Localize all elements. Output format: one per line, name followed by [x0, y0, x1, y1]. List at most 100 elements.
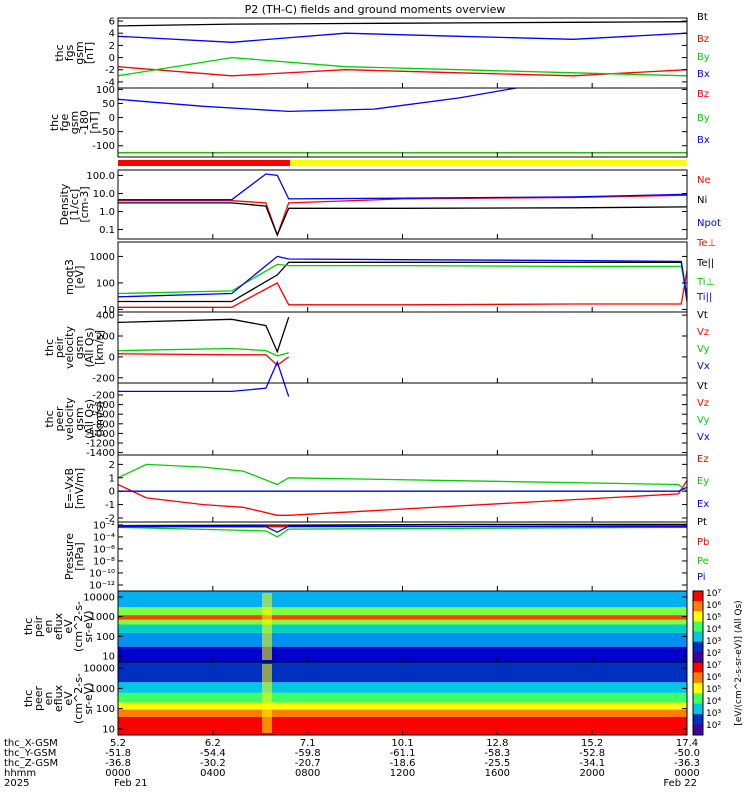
y-axis-label-line: fge — [58, 113, 71, 131]
y-tick-label: 0 — [109, 113, 115, 124]
y-tick-label: 10⁻¹² — [89, 580, 115, 591]
y-tick-label: 0 — [109, 487, 115, 498]
y-tick-label: 10.0 — [93, 189, 115, 200]
series-line-Vy — [117, 347, 289, 357]
colorbar-tick-label: 10² — [706, 721, 721, 731]
colorbar-tick-label: 10³ — [706, 709, 721, 719]
y-tick-label: 200 — [96, 332, 115, 343]
footer-value: -30.2 — [200, 758, 226, 769]
footer-row-label: thc_X-GSM — [4, 738, 58, 749]
legend-entry-Vx: Vx — [697, 361, 710, 372]
y-axis-label: moqt3[eV] — [63, 259, 86, 295]
y-tick-label: 1000 — [90, 684, 115, 695]
footer-value: 17.4 — [676, 738, 698, 749]
panel-6: -200-400-600-800-1000-1200-1400 thcpeerve… — [43, 381, 710, 459]
footer-value: -51.8 — [105, 748, 131, 759]
footer-value: 0400 — [200, 768, 225, 779]
legend-entry-By: By — [697, 113, 710, 124]
y-axis-label-line: velocity — [63, 326, 76, 369]
colorbar-segment — [693, 703, 703, 715]
y-axis-label-line: peer — [32, 686, 45, 712]
colorbar-segment — [693, 591, 703, 602]
y-axis-label-line: E=-VxB — [63, 468, 76, 509]
footer-value: -50.0 — [674, 748, 700, 759]
y-axis-label: thcpeervelocitygsm(All Qs)[km/s] — [43, 397, 106, 440]
y-tick-label: 10⁻² — [93, 520, 115, 531]
footer-value: 2000 — [579, 768, 604, 779]
panel-2: 100 50 0 -50 -100 thcfgegsm-180[nT] Bz By Bx — [48, 85, 710, 158]
panel-3: 100.0 10.0 1.0 0.1 Density[1/cc][cm-3] Ne Ni Np… — [58, 169, 721, 240]
legend-entry-Vz: Vz — [697, 327, 709, 338]
y-tick-label: 10⁻⁶ — [93, 544, 115, 555]
y-axis-label-line: [eV] — [73, 266, 86, 289]
y-tick-label: 400 — [96, 311, 115, 322]
y-axis-label-line: gsm — [73, 407, 86, 430]
panel-frame — [117, 169, 688, 240]
panel-5: 400 200 0 -200 thcpeirvelocitygsm(All Qs)[km… — [43, 310, 710, 397]
y-tick-label: 1 — [109, 473, 115, 484]
spectrogram-band-2 — [118, 709, 687, 717]
y-tick-label: 10000 — [83, 592, 115, 603]
y-axis-label-line: eV — [62, 691, 75, 706]
legend-entry-Vt: Vt — [697, 381, 708, 392]
y-axis-label-line: (All Qs) — [83, 399, 96, 439]
footer-value: -20.7 — [295, 758, 321, 769]
footer-value: 6.2 — [205, 738, 221, 749]
series-line-Vx — [118, 360, 290, 397]
y-axis-label-line: (cm^2-s- — [72, 601, 85, 652]
panel-frame — [117, 311, 688, 384]
footer-value: -52.8 — [579, 748, 605, 759]
panel-frame — [117, 521, 688, 592]
y-tick-label: 2 — [109, 41, 115, 52]
footer-row-label: 2025 — [4, 778, 29, 789]
legend-entry-Pi: Pi — [697, 572, 706, 583]
colorbar-tick-label: 10³ — [706, 637, 721, 647]
y-tick-label: 1000 — [90, 612, 115, 623]
y-axis-label-line: (cm^2-s- — [72, 673, 85, 724]
panel-frame — [117, 382, 688, 456]
series-line-Npot — [118, 173, 688, 201]
legend-entry-By: By — [697, 52, 710, 63]
panel-7: 2 1 0 -1 -2 E=-VxB[mV/m] Ez Ey Ex — [63, 454, 709, 524]
footer-value: Feb 21 — [114, 778, 148, 789]
y-tick-label: -1400 — [86, 448, 115, 459]
y-tick-label: 0.1 — [99, 225, 115, 236]
colorbar-tick-label: 10⁵ — [706, 613, 721, 623]
y-tick-label: 100 — [96, 278, 115, 289]
y-axis-label-line: en — [42, 620, 55, 634]
colorbar-tick-label: 10⁶ — [706, 673, 721, 683]
y-tick-label: -200 — [92, 373, 115, 384]
series-line-Bz — [117, 66, 688, 77]
y-tick-label: 10⁻⁴ — [93, 532, 115, 543]
legend-entry-Vz: Vz — [697, 398, 709, 409]
y-axis-label-line: [nPa] — [73, 542, 86, 570]
y-tick-label: -4 — [105, 77, 115, 88]
y-tick-label: -200 — [92, 391, 115, 402]
y-tick-label: 10000 — [83, 664, 115, 675]
y-axis-label-line: thc — [43, 410, 56, 427]
legend-entry-Vt: Vt — [697, 310, 708, 321]
legend-entry-Te⊥: Te⊥ — [696, 238, 716, 249]
series-line-Ne — [118, 194, 688, 237]
colorbar-frame — [692, 661, 704, 736]
spectrogram-band-1 — [118, 716, 687, 735]
y-tick-label: -2 — [105, 513, 115, 524]
footer-value: -61.1 — [390, 748, 416, 759]
legend-entry-Ti||: Ti|| — [696, 292, 712, 303]
y-axis-label-line: sr-eV) — [82, 682, 95, 714]
y-tick-label: -400 — [92, 400, 115, 411]
legend-entry-Pt: Pt — [697, 517, 707, 528]
y-axis-label-line: gsm — [68, 111, 81, 134]
legend-entry-Te||: Te|| — [696, 258, 714, 269]
legend-entry-Ez: Ez — [697, 454, 709, 465]
footer-value: -54.4 — [200, 748, 226, 759]
y-tick-label: 6 — [109, 17, 115, 28]
colorbar-title: [eV/(cm^2-s-sr-eV)] (All Qs) — [734, 600, 744, 725]
y-tick-label: 10⁻⁸ — [93, 556, 115, 567]
legend-entry-Ey: Ey — [697, 476, 709, 487]
y-axis-label-line: (All Qs) — [83, 327, 96, 367]
footer-value: -34.1 — [579, 758, 605, 769]
footer-value: -18.6 — [390, 758, 416, 769]
